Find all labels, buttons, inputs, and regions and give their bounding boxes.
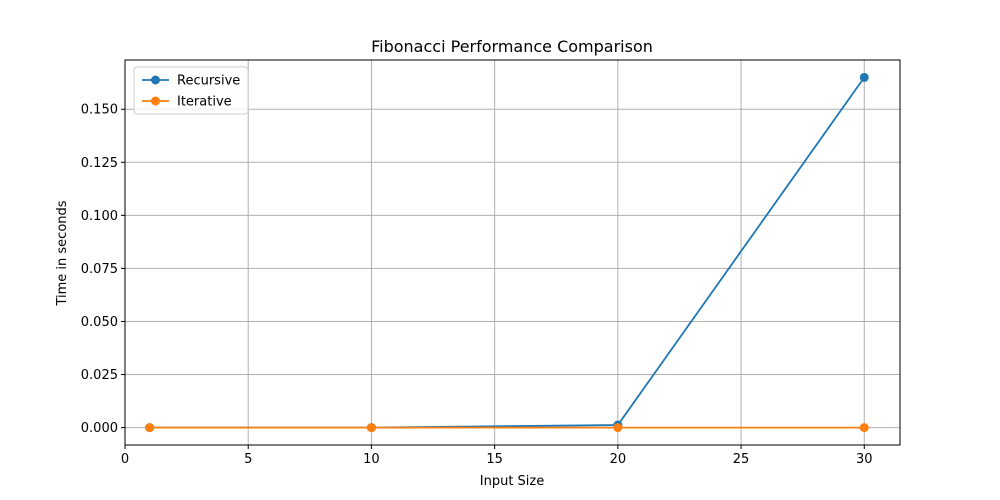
plot-frame	[124, 59, 901, 446]
y-tick-label: 0.075	[81, 262, 118, 277]
legend-label-iterative: Iterative	[177, 95, 232, 110]
x-tick-label: 30	[856, 452, 873, 467]
x-tick-label: 25	[733, 452, 750, 467]
y-axis-label: Time in seconds	[55, 200, 70, 306]
x-tick-label: 10	[363, 452, 380, 467]
data-point-iterative	[366, 423, 376, 433]
y-tick-label: 0.100	[81, 209, 118, 224]
y-tick-label: 0.150	[81, 103, 118, 118]
x-axis: 0 5 10 15 20 25 30	[121, 445, 873, 467]
legend: Recursive Iterative	[133, 66, 249, 115]
series-layer	[145, 72, 869, 433]
y-tick-label: 0.000	[81, 421, 118, 436]
legend-label-recursive: Recursive	[177, 74, 240, 89]
chart-title: Fibonacci Performance Comparison	[371, 37, 653, 56]
x-tick-label: 20	[610, 452, 627, 467]
y-tick-label: 0.050	[81, 315, 118, 330]
x-axis-label: Input Size	[480, 474, 544, 489]
x-tick-label: 5	[244, 452, 252, 467]
data-point-iterative	[613, 423, 623, 433]
legend-marker-iterative	[151, 96, 160, 106]
data-point-iterative	[145, 423, 155, 433]
legend-marker-recursive	[151, 75, 160, 85]
x-tick-label: 0	[121, 452, 129, 467]
data-point-iterative	[859, 423, 869, 433]
legend-box	[133, 66, 249, 115]
y-tick-label: 0.125	[81, 156, 118, 171]
y-tick-label: 0.025	[81, 368, 118, 383]
data-point-recursive	[859, 72, 869, 82]
x-tick-label: 15	[486, 452, 503, 467]
y-axis: 0.000 0.025 0.050 0.075 0.100 0.125 0.150	[81, 103, 125, 436]
